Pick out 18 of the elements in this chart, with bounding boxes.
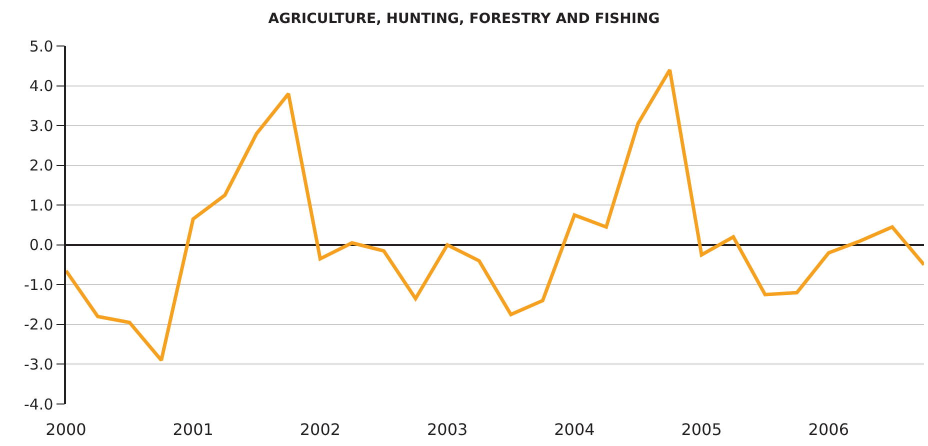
- x-tick-label: 2001: [172, 420, 214, 439]
- chart-title: AGRICULTURE, HUNTING, FORESTRY AND FISHING: [268, 11, 660, 28]
- y-tick-label: 2.0: [29, 156, 54, 175]
- y-tick-label: -4.0: [24, 395, 54, 414]
- x-tick-label: 2000: [46, 420, 86, 439]
- y-tick-label: -3.0: [24, 355, 54, 374]
- y-tick-label: 1.0: [29, 196, 54, 214]
- y-tick-label: -2.0: [24, 316, 54, 334]
- x-tick-label: 2002: [300, 420, 341, 439]
- y-tick-label: -1.0: [24, 276, 54, 294]
- x-tick-label: 2005: [681, 420, 722, 439]
- x-tick-label: 2004: [554, 420, 595, 439]
- y-tick-label: 0.0: [29, 236, 54, 254]
- y-tick-label: 5.0: [29, 37, 54, 56]
- x-tick-label: 2003: [426, 420, 468, 439]
- x-tick-label: 2006: [808, 420, 850, 439]
- y-tick-label: 3.0: [29, 116, 54, 135]
- y-tick-label: 4.0: [29, 77, 54, 96]
